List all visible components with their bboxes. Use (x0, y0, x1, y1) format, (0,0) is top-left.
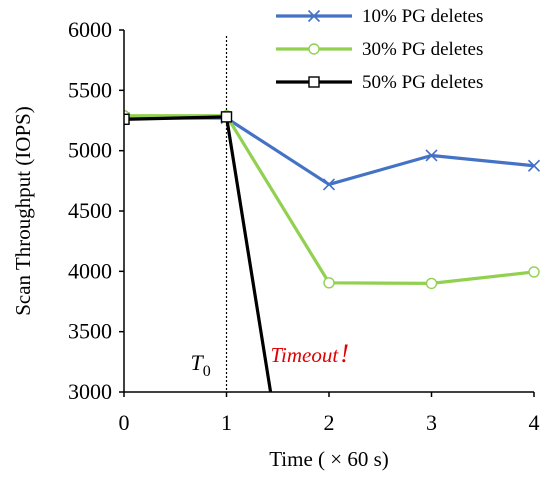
series-layer (124, 109, 541, 392)
t0-letter: T (191, 350, 205, 375)
circle-marker (308, 43, 320, 55)
timeout-exclamation: ! (340, 339, 349, 368)
y-axis-ticks: 3000 3500 4000 4500 5000 5500 6000 (68, 17, 124, 404)
t0-subscript: 0 (203, 363, 211, 380)
series-3 (124, 111, 273, 392)
timeout-text: Timeout (271, 343, 340, 367)
legend-item-2: 30% PG deletes (276, 39, 483, 60)
x-marker (527, 159, 541, 172)
x-marker (307, 9, 321, 23)
square-marker (220, 111, 233, 123)
series-1 (124, 112, 541, 191)
x-tick-label: 3 (426, 410, 437, 435)
plot-area (124, 36, 541, 392)
series-2 (124, 109, 540, 290)
legend: 10% PG deletes 30% PG deletes 50% PG delet… (276, 6, 483, 93)
x-tick-label: 4 (529, 410, 540, 435)
y-tick-label: 5000 (68, 138, 112, 163)
y-tick-label: 4500 (68, 198, 112, 223)
circle-marker (323, 277, 335, 289)
t0-annotation: T0 (191, 350, 211, 380)
y-tick-label: 4000 (68, 258, 112, 283)
y-tick-label: 5500 (68, 77, 112, 102)
timeout-annotation: Timeout! (271, 339, 349, 368)
series-line (124, 114, 535, 285)
y-axis-title: Scan Throughput (IOPS) (11, 106, 35, 316)
x-marker (425, 149, 438, 162)
square-marker (308, 76, 320, 88)
y-tick-label: 3500 (68, 319, 112, 344)
series-line (124, 116, 535, 187)
y-tick-label: 3000 (68, 379, 112, 404)
legend-item-3: 50% PG deletes (276, 72, 483, 93)
x-tick-label: 2 (324, 410, 335, 435)
circle-marker (425, 277, 438, 290)
legend-label: 30% PG deletes (362, 39, 483, 60)
circle-marker (528, 266, 540, 278)
y-tick-label: 6000 (68, 17, 112, 42)
x-tick-label: 1 (221, 410, 232, 435)
x-marker (322, 178, 336, 191)
legend-label: 10% PG deletes (362, 6, 483, 27)
legend-label: 50% PG deletes (362, 72, 483, 93)
x-axis-ticks: 0 1 2 3 4 (119, 392, 540, 435)
legend-item-1: 10% PG deletes (276, 6, 483, 27)
x-axis-title: Time ( × 60 s) (269, 447, 389, 471)
x-tick-label: 0 (119, 410, 130, 435)
square-marker (124, 113, 130, 125)
